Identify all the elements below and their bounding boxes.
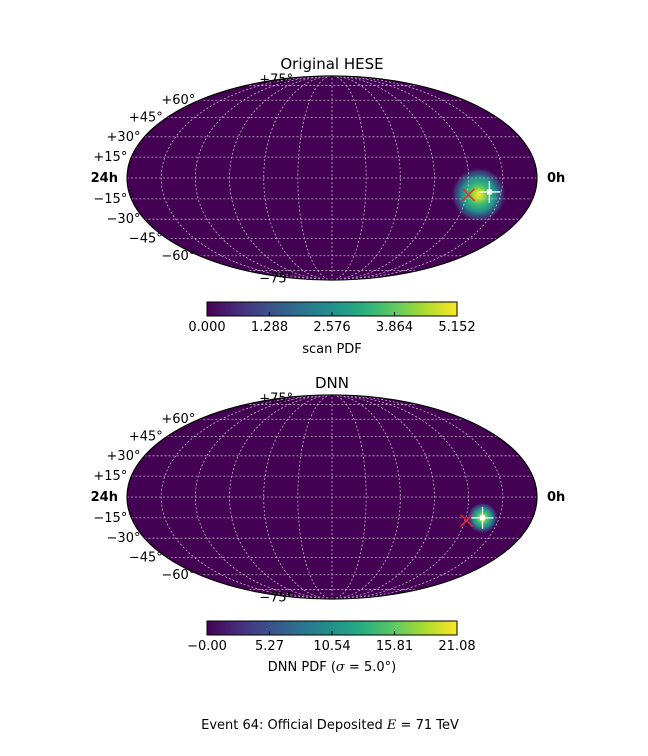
declination-label: −60° [161,568,195,583]
declination-label: −30° [107,531,141,546]
colorbar-label: DNN PDF (σ = 5.0°) [268,660,396,675]
true-direction-stroke [462,188,475,202]
colorbar-tick-label: 3.864 [376,320,413,335]
declination-label: +45° [129,430,163,445]
true-direction-marker [460,514,474,528]
best-fit-marker [471,506,494,529]
declination-label: +30° [107,130,141,145]
best-fit-center [486,189,492,195]
declination-label: −15° [93,511,127,526]
figure-caption: Event 64: Official Deposited E = 71 TeV [201,718,459,733]
skymap-panel-original-hese: Original HESE +75° +60° +45° +30° +15° −15° −3… [91,55,566,357]
meridian-line [331,395,504,599]
declination-label: +60° [161,412,195,427]
declination-label: −30° [107,212,141,227]
hour-label-24h: 24h [91,171,118,186]
colorbar-tick-label: 2.576 [313,320,350,335]
colorbar-label: scan PDF [302,342,362,357]
meridian-line [331,76,504,280]
skymap-panel-dnn: DNN +75° +60° +45° +30° +15° −15° −30° −45° −60°… [91,374,566,675]
declination-label: −45° [129,231,163,246]
declination-label: +45° [129,111,163,126]
declination-label: +75° [259,73,293,88]
declination-label: −45° [129,550,163,565]
hour-label-0h: 0h [547,171,565,186]
declination-label: +30° [107,449,141,464]
hour-label-24h: 24h [91,490,118,505]
colorbar-tick-label: 5.27 [255,639,284,654]
hour-label-0h: 0h [547,490,565,505]
declination-label: +75° [259,392,293,407]
graticule-grid [127,76,537,280]
meridian-line [229,395,333,599]
declination-label: −60° [161,249,195,264]
meridian-line [160,76,333,280]
sky-map-outline [126,394,538,600]
meridian-line [331,395,435,599]
meridian-line [331,76,367,280]
colorbar: −0.00 5.27 10.54 15.81 21.08 DNN PDF (σ = 5.… [187,620,476,675]
colorbar-tick-label: −0.00 [187,639,227,654]
declination-label: −75° [259,271,293,286]
sky-map-outline [126,75,538,281]
declination-label: +15° [93,150,127,165]
declination-label: +15° [93,469,127,484]
meridian-line [331,395,367,599]
panel-title: DNN [315,374,349,392]
best-fit-marker [478,180,501,203]
true-direction-stroke [460,514,474,528]
colorbar-tick-label: 1.288 [251,320,288,335]
probability-hotspot [450,166,507,223]
meridian-line [297,76,333,280]
declination-label: −75° [259,590,293,605]
best-fit-center [479,515,485,521]
colorbar-tick-label: 10.54 [313,639,350,654]
panel-title: Original HESE [280,55,383,73]
meridian-line [331,76,435,280]
meridian-line [229,76,333,280]
colorbar: 0.000 1.288 2.576 3.864 5.152 scan PDF [188,301,476,357]
colorbar-tick-label: 5.152 [438,320,475,335]
declination-label: −15° [93,192,127,207]
colorbar-tick-label: 21.08 [438,639,475,654]
graticule-grid [127,395,537,599]
colorbar-tick-label: 0.000 [188,320,225,335]
meridian-line [297,395,333,599]
true-direction-marker [462,188,475,202]
colorbar-tick-label: 15.81 [376,639,413,654]
meridian-line [160,395,333,599]
declination-label: +60° [161,93,195,108]
